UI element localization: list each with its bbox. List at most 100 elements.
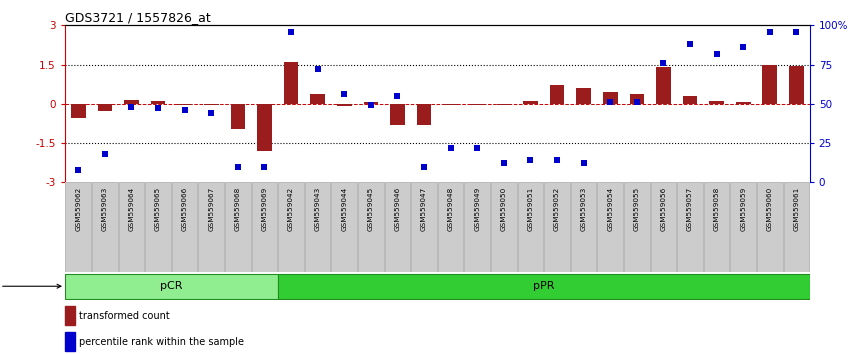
Bar — [358, 182, 384, 272]
Point — [736, 45, 750, 50]
Text: GSM559057: GSM559057 — [687, 187, 693, 231]
Bar — [332, 182, 357, 272]
Point — [630, 99, 643, 105]
Text: GSM559061: GSM559061 — [793, 187, 799, 231]
Point — [204, 110, 218, 116]
Text: GSM559056: GSM559056 — [661, 187, 667, 231]
Bar — [337, 104, 352, 107]
Point — [284, 29, 298, 34]
Bar — [470, 104, 485, 105]
Text: GSM559062: GSM559062 — [75, 187, 81, 231]
Point — [311, 67, 325, 72]
Text: GSM559060: GSM559060 — [766, 187, 772, 231]
Bar — [66, 182, 91, 272]
Bar — [784, 182, 809, 272]
Point — [656, 60, 670, 66]
Text: percentile rank within the sample: percentile rank within the sample — [79, 337, 244, 347]
Point — [683, 41, 697, 47]
Bar — [151, 101, 165, 104]
Bar — [411, 182, 436, 272]
Bar — [65, 332, 75, 352]
Text: GSM559055: GSM559055 — [634, 187, 640, 231]
Text: GSM559052: GSM559052 — [554, 187, 560, 231]
Bar — [789, 66, 804, 104]
Bar — [677, 182, 703, 272]
Bar — [443, 104, 458, 105]
Text: GDS3721 / 1557826_at: GDS3721 / 1557826_at — [65, 11, 210, 24]
Text: GSM559044: GSM559044 — [341, 187, 347, 231]
Bar — [464, 182, 490, 272]
Text: GSM559049: GSM559049 — [475, 187, 481, 231]
Bar — [491, 182, 517, 272]
Bar — [98, 104, 113, 111]
Point — [417, 164, 431, 169]
Bar — [225, 182, 250, 272]
Bar — [230, 104, 245, 129]
Text: GSM559067: GSM559067 — [208, 187, 214, 231]
Bar — [709, 101, 724, 104]
Bar — [630, 94, 644, 104]
Point — [151, 105, 165, 111]
Point — [231, 164, 245, 169]
Bar — [704, 182, 729, 272]
Point — [470, 145, 484, 150]
Bar — [656, 67, 671, 104]
Bar — [284, 62, 299, 104]
Text: GSM559045: GSM559045 — [368, 187, 374, 231]
Text: GSM559047: GSM559047 — [421, 187, 427, 231]
Text: GSM559059: GSM559059 — [740, 187, 746, 231]
Bar — [544, 182, 570, 272]
Bar — [92, 182, 118, 272]
Bar — [71, 104, 86, 118]
Bar — [762, 64, 777, 104]
Bar — [305, 182, 331, 272]
Bar — [550, 85, 565, 104]
Bar — [603, 92, 617, 104]
Point — [550, 158, 564, 163]
Text: GSM559066: GSM559066 — [182, 187, 188, 231]
Point — [71, 167, 85, 172]
Point — [709, 51, 723, 56]
Bar — [178, 104, 192, 105]
Point — [763, 29, 777, 34]
Bar — [145, 182, 171, 272]
Bar — [198, 182, 224, 272]
Text: GSM559053: GSM559053 — [580, 187, 586, 231]
Point — [523, 158, 537, 163]
Bar — [65, 306, 75, 325]
Bar — [730, 182, 756, 272]
Bar — [624, 182, 650, 272]
Point — [125, 104, 139, 110]
Bar — [650, 182, 676, 272]
Text: transformed count: transformed count — [79, 310, 170, 320]
Text: GSM559058: GSM559058 — [714, 187, 720, 231]
Point — [577, 161, 591, 166]
Bar — [278, 182, 304, 272]
Text: GSM559065: GSM559065 — [155, 187, 161, 231]
Text: GSM559069: GSM559069 — [262, 187, 268, 231]
Text: GSM559054: GSM559054 — [607, 187, 613, 231]
Point — [604, 99, 617, 105]
Point — [178, 107, 191, 113]
Text: GSM559063: GSM559063 — [102, 187, 108, 231]
Bar — [523, 101, 538, 104]
Bar — [736, 102, 751, 104]
Bar — [682, 96, 697, 104]
Text: pPR: pPR — [533, 281, 554, 291]
Text: disease state: disease state — [0, 281, 61, 291]
Bar — [576, 87, 591, 104]
Text: GSM559042: GSM559042 — [288, 187, 294, 231]
Bar — [171, 182, 197, 272]
Bar — [438, 182, 463, 272]
Point — [257, 164, 271, 169]
Text: GSM559046: GSM559046 — [394, 187, 400, 231]
Text: GSM559068: GSM559068 — [235, 187, 241, 231]
Text: GSM559048: GSM559048 — [448, 187, 454, 231]
Point — [790, 29, 804, 34]
Point — [391, 93, 404, 99]
Point — [364, 103, 378, 108]
Text: pCR: pCR — [160, 281, 183, 291]
Bar — [124, 100, 139, 104]
Bar — [385, 182, 410, 272]
Bar — [257, 104, 272, 151]
